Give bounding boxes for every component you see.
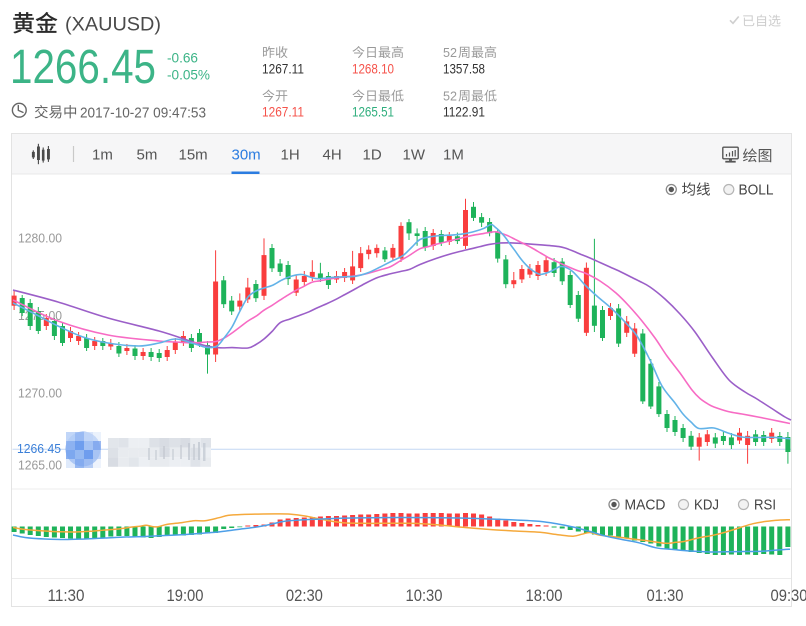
svg-text:1265.51: 1265.51 <box>352 105 394 120</box>
svg-text:52: 52 <box>443 89 457 104</box>
svg-text:1267.11: 1267.11 <box>262 62 304 77</box>
svg-text:2017-10-27 09:47:53: 2017-10-27 09:47:53 <box>80 105 206 122</box>
svg-text:11:30: 11:30 <box>48 586 85 605</box>
svg-text:09:30: 09:30 <box>771 586 806 605</box>
svg-text:1D: 1D <box>363 147 382 164</box>
svg-text:1265.00: 1265.00 <box>18 459 62 473</box>
svg-text:1266.45: 1266.45 <box>10 41 156 94</box>
svg-text:10:30: 10:30 <box>406 586 443 605</box>
svg-text:1280.00: 1280.00 <box>18 232 62 246</box>
svg-text:18:00: 18:00 <box>526 586 563 605</box>
svg-text:BOLL: BOLL <box>739 183 774 199</box>
svg-text:RSI: RSI <box>754 498 776 514</box>
svg-text:15m: 15m <box>179 147 208 164</box>
svg-text:1W: 1W <box>403 147 426 164</box>
svg-text:1122.91: 1122.91 <box>443 105 485 120</box>
svg-text:30m: 30m <box>232 147 261 164</box>
svg-text:1266.45: 1266.45 <box>17 442 61 456</box>
svg-text:1H: 1H <box>281 147 300 164</box>
svg-text:MACD: MACD <box>625 498 666 514</box>
svg-text:(XAUUSD): (XAUUSD) <box>65 15 161 36</box>
svg-text:1357.58: 1357.58 <box>443 62 485 77</box>
svg-text:4H: 4H <box>323 147 342 164</box>
svg-text:1m: 1m <box>92 147 113 164</box>
svg-text:19:00: 19:00 <box>167 586 204 605</box>
svg-text:5m: 5m <box>137 147 158 164</box>
svg-text:1M: 1M <box>443 147 464 164</box>
svg-text:-0.05%: -0.05% <box>167 67 210 83</box>
svg-text:1270.00: 1270.00 <box>18 387 62 401</box>
svg-text:52: 52 <box>443 45 457 60</box>
svg-text:-0.66: -0.66 <box>167 50 198 66</box>
svg-text:02:30: 02:30 <box>286 586 323 605</box>
svg-text:01:30: 01:30 <box>647 586 684 605</box>
svg-text:1267.11: 1267.11 <box>262 105 304 120</box>
svg-text:KDJ: KDJ <box>694 498 719 514</box>
svg-text:1268.10: 1268.10 <box>352 62 394 77</box>
